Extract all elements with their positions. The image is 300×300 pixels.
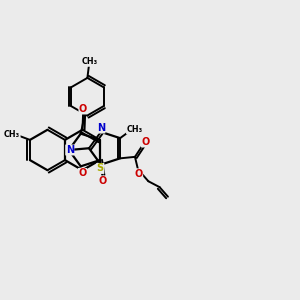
Text: CH₃: CH₃ xyxy=(127,125,142,134)
Text: O: O xyxy=(78,169,87,178)
Text: N: N xyxy=(97,123,105,133)
Text: N: N xyxy=(66,145,74,155)
Text: CH₃: CH₃ xyxy=(4,130,20,139)
Text: O: O xyxy=(134,169,143,179)
Text: O: O xyxy=(79,104,87,114)
Text: CH₃: CH₃ xyxy=(81,57,98,66)
Text: O: O xyxy=(141,137,149,147)
Text: O: O xyxy=(98,176,106,186)
Text: S: S xyxy=(97,164,104,173)
